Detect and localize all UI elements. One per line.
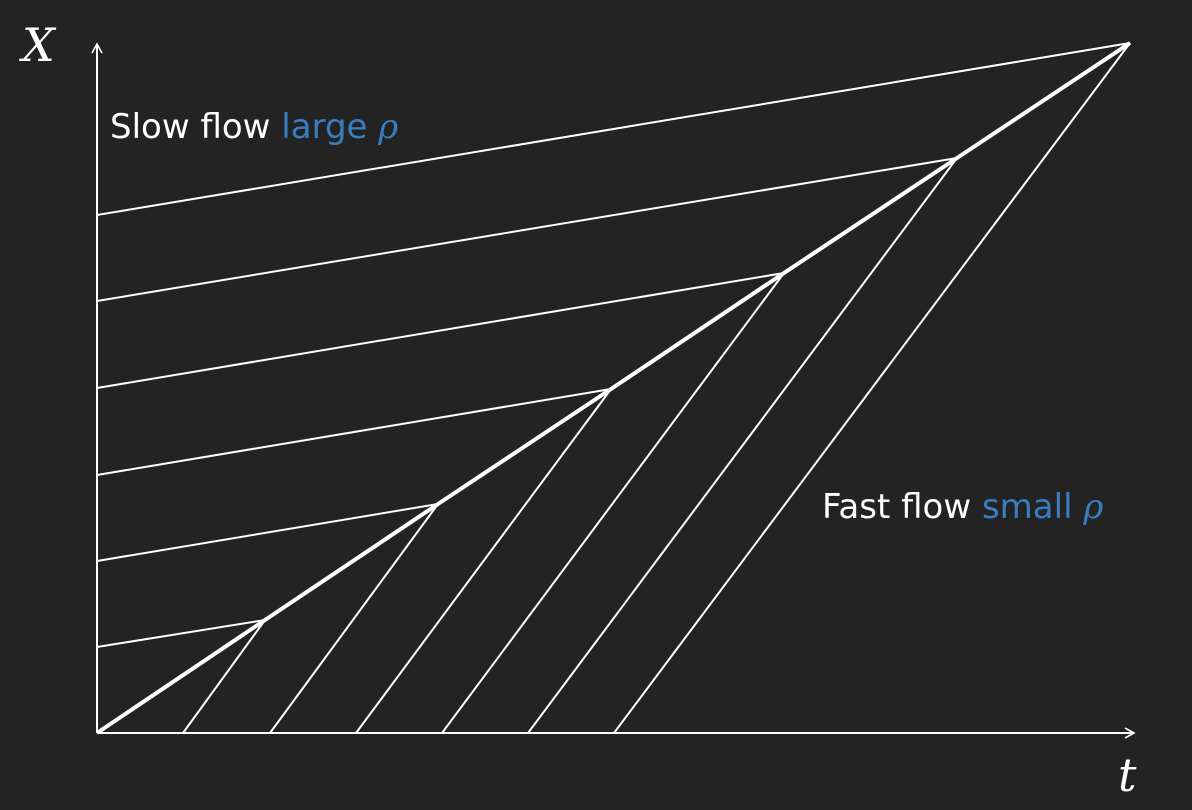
fast-flow-rho: ρ xyxy=(1083,487,1104,527)
slow-characteristic-line xyxy=(96,42,1131,216)
slow-flow-rho: ρ xyxy=(378,107,399,147)
fast-characteristic-line xyxy=(613,42,1131,734)
slow-characteristic-line xyxy=(96,388,612,476)
x-axis-label: X xyxy=(22,18,55,72)
fast-characteristic-line xyxy=(269,503,439,734)
fast-flow-annotation: Fast flow small ρ xyxy=(822,490,1103,524)
slow-characteristic-line xyxy=(96,619,266,648)
t-axis-label: t xyxy=(1118,748,1137,802)
slow-characteristics xyxy=(96,42,1131,648)
fast-characteristic-line xyxy=(441,272,785,734)
slow-flow-text: Slow flow xyxy=(110,107,271,147)
slow-characteristic-line xyxy=(96,272,785,389)
fast-characteristic-line xyxy=(182,619,266,734)
fast-flow-accent: small xyxy=(981,487,1073,527)
fast-flow-text: Fast flow xyxy=(822,487,972,527)
slow-flow-annotation: Slow flow large ρ xyxy=(110,110,398,144)
fast-characteristic-line xyxy=(527,157,958,734)
slow-flow-accent: large xyxy=(281,107,368,147)
fast-characteristic-line xyxy=(355,388,612,734)
slow-characteristic-line xyxy=(96,503,439,562)
fast-characteristics xyxy=(182,42,1131,734)
slow-characteristic-line xyxy=(96,157,958,302)
